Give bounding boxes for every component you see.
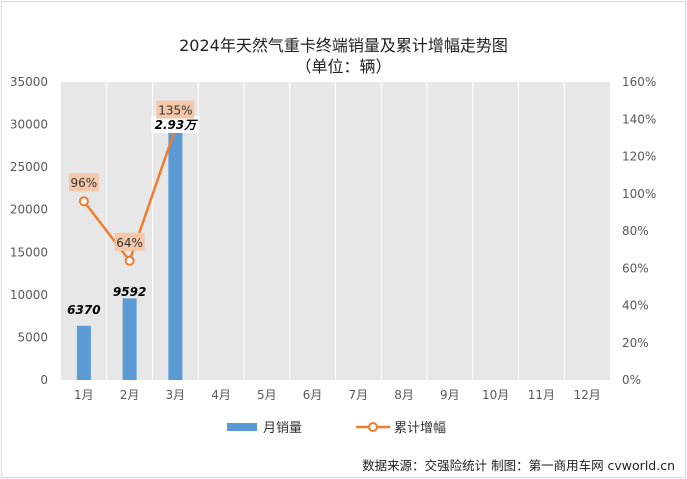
x-tick-label: 9月 <box>440 388 460 402</box>
y-left-tick-label: 25000 <box>10 160 48 174</box>
y-right-tick-label: 120% <box>622 150 656 164</box>
y-left-tick-label: 35000 <box>10 75 48 89</box>
legend-bar: 月销量 <box>227 417 302 436</box>
bar <box>122 298 137 380</box>
chart-title: 2024年天然气重卡终端销量及累计增幅走势图 <box>179 36 508 55</box>
y-right-tick-label: 100% <box>622 187 656 201</box>
bar-label-bg <box>151 116 200 133</box>
source-footer: 数据来源：交强险统计 制图：第一商用车网 cvworld.cn <box>362 458 675 473</box>
line-point <box>124 255 135 266</box>
legend-bar-swatch <box>227 422 257 431</box>
bar <box>168 130 183 380</box>
x-tick-label: 1月 <box>74 388 94 402</box>
line-label-bg <box>156 100 195 119</box>
y-right-tick-label: 20% <box>622 336 649 350</box>
chart-subtitle: （单位：辆） <box>295 57 392 76</box>
bar-data-label: 9592 <box>113 285 146 299</box>
y-right-tick-label: 40% <box>622 299 649 313</box>
line-point <box>78 196 89 207</box>
bar-data-label: 6370 <box>67 303 100 317</box>
x-tick-label: 11月 <box>528 388 555 402</box>
y-right-tick-label: 60% <box>622 261 649 275</box>
x-tick-label: 6月 <box>303 388 323 402</box>
bar-data-label: 2.93万 <box>155 118 199 132</box>
y-right-tick-label: 80% <box>622 224 649 238</box>
legend-line-label: 累计增幅 <box>394 421 447 436</box>
x-tick-label: 12月 <box>573 388 600 402</box>
x-tick-label: 2月 <box>120 388 140 402</box>
x-tick-label: 7月 <box>349 388 369 402</box>
line-label-bg <box>68 173 99 192</box>
line-data-label: 96% <box>71 176 98 190</box>
line-data-label: 135% <box>158 104 192 118</box>
legend-line: 累计增幅 <box>356 417 446 436</box>
x-tick-label: 8月 <box>394 388 414 402</box>
y-right-tick-label: 140% <box>622 112 656 126</box>
x-tick-label: 10月 <box>482 388 509 402</box>
y-right-tick-label: 0% <box>622 373 641 387</box>
y-left-tick-label: 20000 <box>10 203 48 217</box>
legend-bar-label: 月销量 <box>263 421 303 436</box>
y-left-tick-label: 0 <box>40 373 48 387</box>
y-left-tick-label: 15000 <box>10 245 48 259</box>
x-tick-label: 3月 <box>166 388 186 402</box>
x-tick-label: 5月 <box>257 388 277 402</box>
y-left-tick-label: 5000 <box>17 330 48 344</box>
y-left-tick-label: 10000 <box>10 288 48 302</box>
y-right-tick-label: 160% <box>622 75 656 89</box>
bar <box>76 325 91 380</box>
y-left-tick-label: 30000 <box>10 118 48 132</box>
line-label-bg <box>114 232 145 251</box>
line-data-label: 64% <box>116 236 143 250</box>
x-tick-label: 4月 <box>211 388 231 402</box>
legend-line-swatch <box>356 421 390 432</box>
